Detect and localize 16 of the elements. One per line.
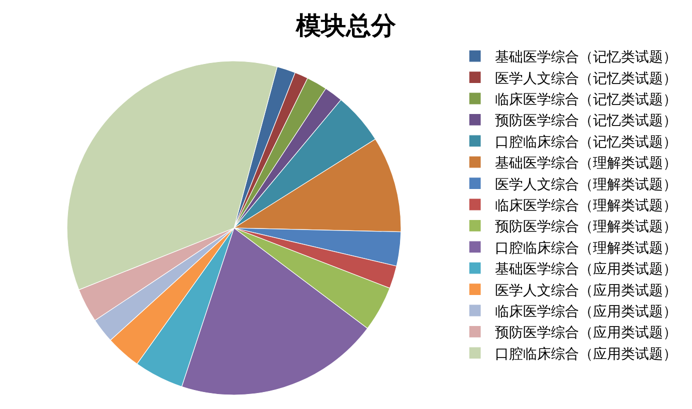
legend-label: 医学人文综合（记忆类试题） — [495, 70, 677, 87]
legend-label: 口腔临床综合（记忆类试题） — [495, 134, 677, 150]
legend-label: 预防医学综合（记忆类试题） — [495, 113, 677, 130]
legend-label: 临床医学综合（理解类试题） — [495, 198, 677, 214]
legend-label: 基础医学综合（记忆类试题） — [495, 50, 677, 66]
legend-label: 基础医学综合（应用类试题） — [495, 262, 677, 278]
legend-label: 医学人文综合（理解类试题） — [495, 176, 677, 193]
legend-label: 医学人文综合（应用类试题） — [495, 282, 677, 299]
legend-label: 预防医学综合（应用类试题） — [495, 325, 677, 342]
chart-title: 模块总分 — [295, 10, 397, 40]
legend-label: 口腔临床综合（应用类试题） — [495, 346, 677, 362]
legend-label: 预防医学综合（理解类试题） — [495, 219, 677, 236]
legend-label: 口腔临床综合（理解类试题） — [495, 240, 677, 256]
legend-label: 基础医学综合（理解类试题） — [495, 156, 677, 172]
legend-label: 临床医学综合（记忆类试题） — [495, 92, 677, 108]
legend-label: 临床医学综合（应用类试题） — [495, 304, 677, 320]
